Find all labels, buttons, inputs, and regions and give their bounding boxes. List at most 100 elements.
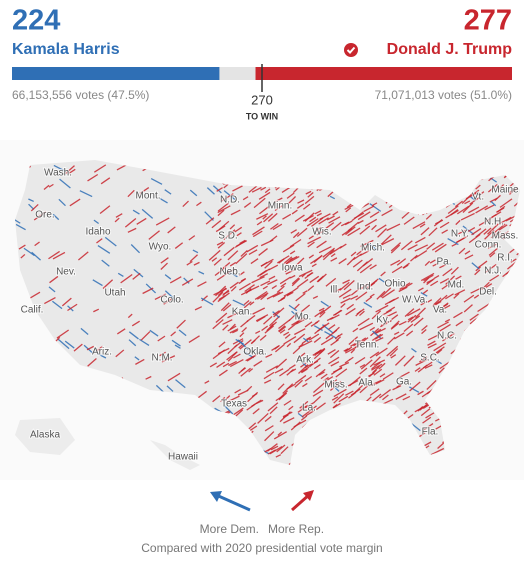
county-arrow	[269, 315, 281, 327]
county-arrow	[468, 233, 481, 244]
county-arrow	[209, 362, 218, 368]
county-arrow	[407, 308, 421, 317]
county-arrow	[306, 336, 312, 341]
county-arrow	[455, 320, 464, 327]
county-arrow	[369, 326, 376, 331]
county-arrow	[58, 198, 66, 207]
county-arrow	[345, 390, 354, 396]
state-label: Utah	[104, 288, 125, 299]
county-arrow	[434, 243, 447, 253]
county-arrow	[312, 389, 324, 397]
hawaii-shape	[150, 440, 200, 470]
county-arrow	[276, 444, 286, 453]
county-arrow	[273, 431, 288, 440]
trump-bar	[255, 67, 512, 80]
county-arrow	[411, 347, 417, 353]
county-arrow	[255, 314, 269, 322]
county-arrow	[252, 226, 265, 236]
county-arrow	[239, 339, 252, 350]
county-arrow	[409, 386, 420, 393]
county-arrow	[295, 317, 307, 325]
county-arrow	[304, 212, 315, 222]
state-label: S.C.	[420, 353, 439, 364]
county-arrow	[455, 275, 462, 280]
county-arrow	[333, 393, 345, 404]
county-arrow	[432, 297, 442, 307]
county-arrow	[174, 344, 181, 349]
county-arrow	[401, 211, 410, 219]
state-label: Texas	[221, 399, 247, 410]
county-arrow	[414, 404, 428, 413]
county-arrow	[432, 262, 439, 267]
county-arrow	[269, 321, 277, 329]
dem-arrow	[213, 492, 251, 512]
county-arrow	[192, 249, 199, 254]
state-label: Fla.	[422, 427, 439, 438]
county-arrow	[359, 263, 372, 274]
county-arrow	[221, 193, 234, 202]
county-arrow	[464, 200, 471, 205]
county-arrow	[367, 278, 379, 288]
county-arrow	[381, 320, 389, 327]
county-arrow	[278, 390, 289, 400]
county-arrow	[140, 331, 151, 341]
county-arrow	[291, 209, 298, 215]
county-arrow	[426, 279, 434, 284]
check-mark	[346, 46, 356, 54]
county-arrow	[415, 307, 426, 319]
county-arrow	[475, 205, 489, 214]
county-arrow	[273, 197, 283, 203]
county-arrow	[332, 367, 343, 373]
county-arrow	[23, 247, 35, 257]
state-label: Wis.	[312, 227, 331, 238]
county-arrow	[204, 380, 210, 384]
county-arrow	[278, 326, 287, 333]
county-arrow	[425, 213, 432, 220]
county-arrow	[189, 189, 198, 197]
county-arrow	[301, 410, 311, 418]
county-arrow	[332, 211, 339, 216]
county-arrow	[286, 342, 292, 348]
county-arrow	[288, 364, 296, 370]
county-arrow	[260, 293, 268, 301]
county-arrow	[421, 324, 428, 331]
county-arrow	[412, 221, 426, 230]
county-arrow	[255, 330, 261, 334]
county-arrow	[232, 299, 245, 307]
county-arrow	[256, 213, 269, 220]
county-arrow	[304, 195, 315, 205]
county-arrow	[407, 316, 414, 321]
county-arrow	[352, 259, 363, 268]
county-arrow	[269, 406, 278, 415]
county-arrow	[329, 380, 342, 391]
county-arrow	[430, 447, 445, 456]
county-arrow	[232, 329, 239, 334]
state-label: N.D.	[220, 195, 240, 206]
county-arrow	[328, 216, 341, 224]
county-arrow	[488, 247, 498, 256]
county-arrow	[350, 251, 357, 257]
county-arrow	[104, 236, 117, 247]
county-arrow	[227, 344, 238, 355]
county-arrow	[283, 336, 297, 345]
county-arrow	[438, 323, 451, 332]
county-arrow	[485, 283, 493, 288]
county-arrow	[301, 404, 309, 410]
county-arrow	[357, 211, 371, 221]
county-arrow	[391, 320, 400, 329]
county-arrow	[193, 261, 200, 266]
county-arrow	[250, 258, 259, 265]
county-arrow	[490, 211, 502, 219]
county-arrow	[268, 264, 279, 271]
county-arrow	[338, 258, 347, 265]
state-label: La.	[302, 403, 316, 414]
county-arrow	[265, 365, 279, 373]
county-arrow	[86, 345, 95, 351]
county-arrow	[451, 243, 458, 247]
county-arrow	[283, 399, 292, 406]
county-arrow	[316, 212, 322, 217]
county-arrow	[326, 215, 335, 221]
county-arrow	[291, 277, 300, 285]
state-label: S.D.	[218, 231, 237, 242]
county-arrow	[279, 368, 290, 377]
